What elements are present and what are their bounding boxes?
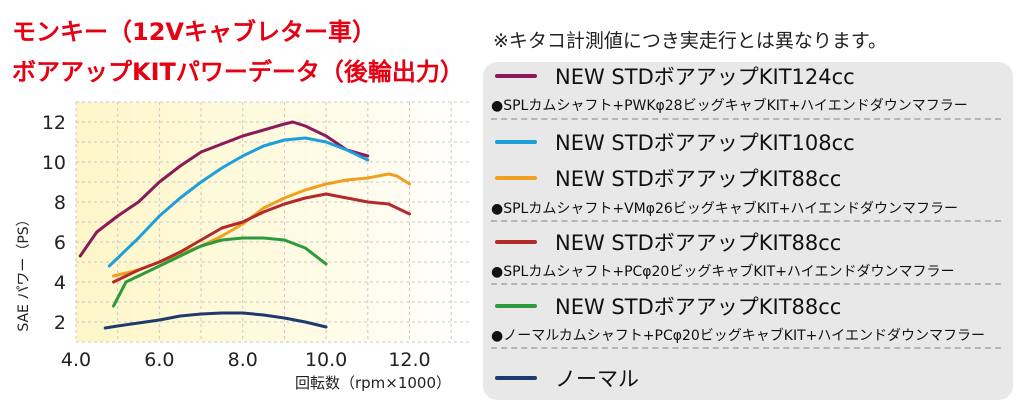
- legend-swatch-normal: [495, 376, 537, 380]
- legend-label-88cc-vm: NEW STDボアアップKIT88cc: [555, 167, 842, 191]
- tick-labels: 4.0 6.0 8.0 10.0 12.0 2 4 6 8 10 12: [42, 112, 431, 371]
- legend-item-88cc-normalcam: NEW STDボアアップKIT88cc: [495, 292, 841, 320]
- series-line-5: [112, 236, 328, 308]
- series-line-6: [103, 311, 328, 330]
- legend-item-88cc-pc: NEW STDボアアップKIT88cc: [495, 228, 841, 256]
- y-tick-label: 2: [54, 312, 66, 334]
- legend-spec-124cc: ●SPLカムシャフト+PWKφ28ビッグキャブKIT+ハイエンドダウンマフラー: [491, 98, 968, 114]
- legend-divider: [491, 347, 1001, 349]
- chart-title-line2: ボアアップKITパワーデータ（後輪出力）: [12, 58, 464, 86]
- legend-label-normal: ノーマル: [555, 367, 639, 391]
- legend-item-88cc-vm: NEW STDボアアップKIT88cc: [495, 164, 841, 192]
- legend-item-normal: ノーマル: [495, 364, 639, 392]
- y-tick-label: 8: [54, 192, 66, 214]
- legend-panel: NEW STDボアアップKIT124cc ●SPLカムシャフト+PWKφ28ビッ…: [483, 62, 1013, 400]
- x-tick-label: 6.0: [144, 349, 174, 371]
- legend-spec-88cc-pc: ●SPLカムシャフト+PCφ20ビッグキャブKIT+ハイエンドダウンマフラー: [491, 264, 955, 280]
- y-tick-label: 6: [54, 232, 66, 254]
- x-tick-label: 8.0: [228, 349, 258, 371]
- chart-title-line1: モンキー（12Vキャブレター車）: [12, 18, 376, 46]
- x-tick-label: 10.0: [305, 349, 347, 371]
- power-chart: 4.0 6.0 8.0 10.0 12.0 2 4 6 8 10 12 SAE パワー（PS） 回転…: [16, 101, 472, 392]
- legend-swatch-88cc-vm: [495, 176, 537, 180]
- x-axis-label: 回転数（rpm×1000）: [295, 374, 451, 392]
- legend-label-108cc: NEW STDボアアップKIT108cc: [555, 131, 855, 155]
- legend-label-88cc-normalcam: NEW STDボアアップKIT88cc: [555, 295, 842, 319]
- y-axis-label: SAE パワー（PS）: [16, 212, 32, 331]
- series-lines: [78, 120, 411, 330]
- legend-swatch-108cc: [495, 140, 537, 144]
- y-tick-label: 10: [42, 152, 66, 174]
- legend-label-124cc: NEW STDボアアップKIT124cc: [555, 65, 855, 89]
- legend-spec-88cc-vm: ●SPLカムシャフト+VMφ26ビッグキャブKIT+ハイエンドダウンマフラー: [491, 201, 958, 217]
- series-line-1: [78, 120, 370, 258]
- legend-swatch-88cc-normalcam: [495, 304, 537, 308]
- legend-spec-88cc-normalcam: ●ノーマルカムシャフト+PCφ20ビッグキャブKIT+ハイエンドダウンマフラー: [491, 328, 985, 344]
- x-tick-label: 4.0: [61, 349, 91, 371]
- legend-divider: [491, 118, 1001, 120]
- legend-item-124cc: NEW STDボアアップKIT124cc: [495, 62, 855, 90]
- x-tick-label: 12.0: [388, 349, 430, 371]
- series-line-2: [107, 136, 370, 268]
- y-tick-label: 12: [42, 112, 66, 134]
- y-tick-label: 4: [54, 272, 66, 294]
- series-line-4: [112, 192, 411, 284]
- grid-lines: [75, 101, 472, 343]
- legend-label-88cc-pc: NEW STDボアアップKIT88cc: [555, 231, 842, 255]
- legend-divider: [491, 220, 1001, 222]
- legend-swatch-88cc-pc: [495, 240, 537, 244]
- legend-divider: [491, 283, 1001, 285]
- legend-swatch-124cc: [495, 74, 537, 78]
- legend-item-108cc: NEW STDボアアップKIT108cc: [495, 128, 855, 156]
- measurement-note: ※キタコ計測値につき実走行とは異なります。: [493, 30, 888, 52]
